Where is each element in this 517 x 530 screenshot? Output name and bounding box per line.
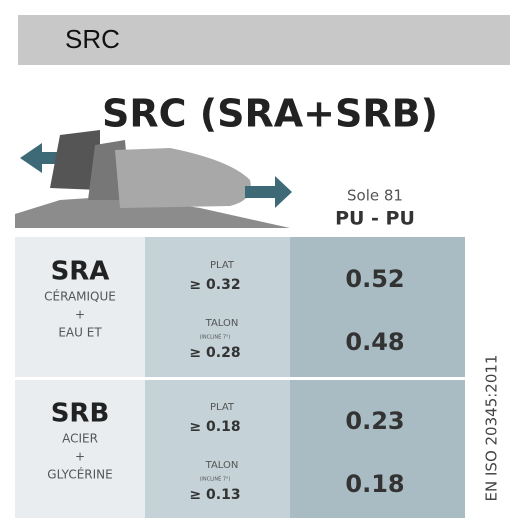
arrow-left: [20, 143, 70, 173]
condition-label: PLAT: [210, 260, 235, 271]
sole-material: PU - PU: [335, 208, 415, 230]
value: 0.18: [345, 470, 404, 498]
table: [15, 237, 465, 518]
sole-label: Sole 81: [347, 187, 403, 205]
value: 0.23: [345, 407, 404, 435]
ground: [15, 196, 290, 228]
value: 0.48: [345, 328, 404, 356]
rows: SRA CÉRAMIQUE + EAU ET PLAT ≥ 0.32 TALON (INCLI…: [44, 257, 404, 504]
condition-note: (INCLINÉ 7°): [199, 333, 230, 341]
row-name: SRB: [51, 399, 110, 429]
shoe-illustration: [15, 130, 292, 228]
condition-label: TALON: [205, 318, 239, 329]
standard: EN ISO 20345:2011: [483, 355, 501, 502]
condition-threshold: ≥ 0.32: [189, 277, 240, 293]
row-line: EAU ET: [58, 326, 102, 340]
row-line: +: [75, 308, 85, 322]
title: SRC (SRA+SRB): [102, 92, 438, 136]
condition-threshold: ≥ 0.18: [189, 419, 240, 435]
row-line: GLYCÉRINE: [47, 467, 112, 482]
row-name: SRA: [51, 257, 110, 287]
header-title: SRC: [65, 24, 120, 54]
condition-note: (INCLINÉ 7°): [199, 475, 230, 483]
arrow-right: [245, 176, 292, 208]
row-separator: [15, 377, 465, 380]
shoe-front: [115, 148, 251, 208]
condition-threshold: ≥ 0.28: [189, 345, 240, 361]
row-line: ACIER: [62, 432, 98, 446]
row-line: +: [75, 450, 85, 464]
value: 0.52: [345, 265, 404, 293]
row-line: CÉRAMIQUE: [44, 289, 116, 304]
condition-label: TALON: [205, 460, 239, 471]
header-bar: [18, 15, 510, 65]
condition-threshold: ≥ 0.13: [189, 487, 240, 503]
condition-label: PLAT: [210, 402, 235, 413]
shoe-back: [50, 130, 100, 190]
